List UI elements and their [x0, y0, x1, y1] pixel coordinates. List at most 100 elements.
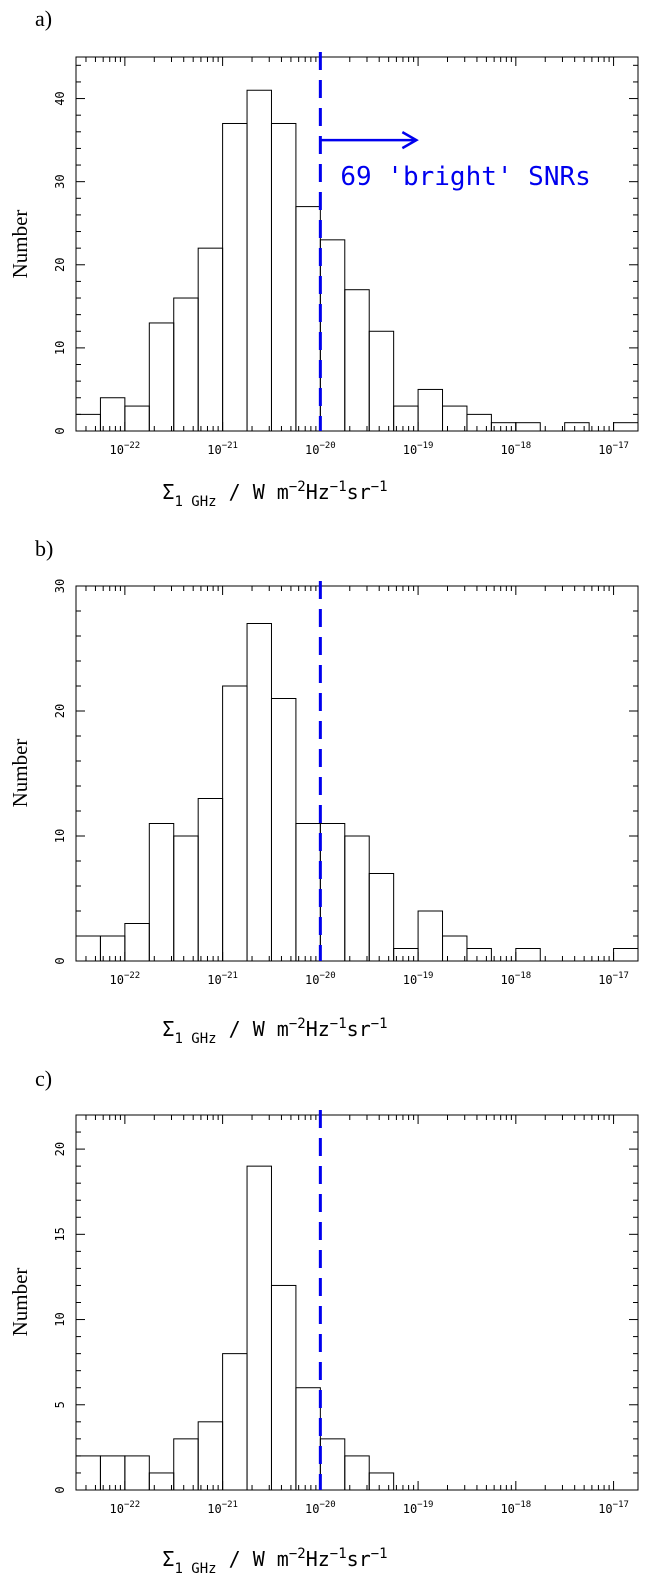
x-tick-label: 10−19	[403, 441, 434, 457]
annotation-label: 69 'bright' SNRs	[340, 162, 590, 192]
histogram-bar	[393, 405, 419, 432]
x-tick-label: 10−21	[207, 1500, 238, 1516]
histogram-bar	[319, 239, 346, 432]
histogram-bar	[442, 405, 468, 432]
histogram-bar	[393, 948, 419, 962]
histogram-bar	[344, 1455, 370, 1491]
histogram-bar	[442, 935, 468, 962]
y-tick-label: 10	[53, 829, 67, 843]
histogram-bar	[75, 413, 101, 432]
x-tick-label: 10−22	[110, 971, 141, 987]
x-tick-label: 10−20	[305, 441, 336, 457]
histogram-bar	[197, 247, 224, 432]
x-tick-label: 10−21	[207, 971, 238, 987]
histogram-bar	[295, 823, 321, 962]
histogram-bar	[99, 1455, 126, 1491]
plot-frame	[75, 585, 639, 962]
histogram-bar	[173, 835, 199, 962]
panel-label: c)	[35, 1066, 52, 1091]
y-tick-label: 0	[53, 957, 67, 964]
histogram-panel-c: c) 10−22 10−21 10−20 10−19 10−18 10−17 0 5 10 15 20…	[8, 1066, 639, 1577]
y-tick-label: 0	[53, 1486, 67, 1493]
plot-frame	[75, 56, 639, 432]
y-tick-label: 20	[53, 1142, 67, 1156]
annotation-arrow-head	[401, 131, 419, 150]
histogram-bar	[368, 330, 395, 432]
y-axis-label: Number	[8, 1268, 32, 1337]
histogram-panel-a: a) 10−22 10−21 10−20 10−19 10−18 10−17 0 10 20 30 4…	[8, 6, 639, 510]
histogram-bar	[246, 89, 272, 432]
x-tick-label: 10−22	[110, 441, 141, 457]
y-axis-label: Number	[8, 210, 32, 279]
histogram-bar	[270, 122, 297, 432]
histogram-bar	[148, 823, 175, 962]
x-tick-label: 10−17	[598, 1500, 629, 1516]
histogram-bar	[99, 397, 126, 432]
histogram-bar	[246, 1165, 272, 1491]
histogram-bar	[319, 823, 346, 962]
x-axis-label: Σ1 GHz / W m−2Hz−1sr−1	[162, 1546, 387, 1577]
histogram-bar	[368, 1472, 395, 1491]
histogram-bar	[270, 1284, 297, 1491]
y-tick-label: 30	[53, 579, 67, 593]
histogram-bar	[270, 698, 297, 962]
histogram-bar	[564, 422, 590, 432]
histogram-bar	[368, 873, 395, 962]
histogram-bar	[613, 422, 639, 432]
y-axis-label: Number	[8, 739, 32, 808]
plot-frame	[75, 1114, 639, 1491]
x-tick-label: 10−18	[500, 441, 531, 457]
y-tick-label: 40	[53, 91, 67, 105]
x-tick-label: 10−17	[598, 971, 629, 987]
histogram-bar	[344, 835, 370, 962]
y-tick-label: 15	[53, 1227, 67, 1241]
histogram-panel-b: b) 10−22 10−21 10−20 10−19 10−18 10−17 0 10 20 30 N…	[8, 536, 639, 1047]
histogram-bar	[344, 289, 370, 432]
histogram-bar	[295, 206, 321, 432]
y-tick-label: 5	[53, 1401, 67, 1408]
panel-label: a)	[35, 6, 52, 31]
histogram-bar	[490, 422, 517, 432]
x-tick-label: 10−21	[207, 441, 238, 457]
histogram-bar	[613, 948, 639, 962]
x-tick-label: 10−20	[305, 971, 336, 987]
y-tick-label: 10	[53, 341, 67, 355]
histogram-bar	[173, 297, 199, 432]
histogram-bar	[222, 1353, 248, 1491]
y-tick-label: 0	[53, 427, 67, 434]
histogram-bar	[197, 1421, 224, 1491]
y-tick-label: 10	[53, 1312, 67, 1326]
x-tick-label: 10−17	[598, 441, 629, 457]
histogram-bar	[246, 623, 272, 962]
x-tick-label: 10−18	[500, 971, 531, 987]
x-axis-label: Σ1 GHz / W m−2Hz−1sr−1	[162, 479, 387, 510]
y-tick-label: 20	[53, 704, 67, 718]
histogram-bar	[515, 422, 541, 432]
histogram-bar	[417, 388, 444, 432]
histogram-bar	[295, 1387, 321, 1491]
histogram-bar	[75, 935, 101, 962]
histogram-bar	[222, 122, 248, 432]
x-tick-label: 10−18	[500, 1500, 531, 1516]
histogram-bar	[173, 1438, 199, 1491]
y-tick-label: 20	[53, 258, 67, 272]
histogram-bar	[124, 405, 150, 432]
x-tick-label: 10−20	[305, 1500, 336, 1516]
histogram-bar	[197, 798, 224, 962]
x-tick-label: 10−22	[110, 1500, 141, 1516]
x-tick-label: 10−19	[403, 971, 434, 987]
panel-label: b)	[35, 536, 53, 561]
histogram-bar	[99, 935, 126, 962]
histogram-bar	[222, 685, 248, 962]
x-tick-label: 10−19	[403, 1500, 434, 1516]
histogram-bar	[319, 1438, 346, 1491]
histogram-bar	[124, 923, 150, 962]
histogram-bar	[148, 322, 175, 432]
histogram-bar	[515, 948, 541, 962]
x-axis-label: Σ1 GHz / W m−2Hz−1sr−1	[162, 1016, 387, 1047]
histogram-bar	[148, 1472, 175, 1491]
histogram-bar	[466, 413, 492, 432]
histogram-bar	[124, 1455, 150, 1491]
histogram-bar	[466, 948, 492, 962]
